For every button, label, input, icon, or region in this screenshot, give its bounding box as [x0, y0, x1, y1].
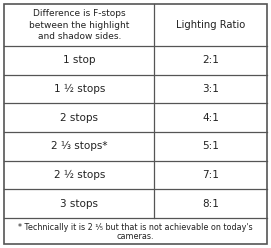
Text: 1 stop: 1 stop	[63, 55, 95, 65]
Text: cameras.: cameras.	[117, 232, 154, 241]
Text: * Technically it is 2 ¹⁄₅ but that is not achievable on today's: * Technically it is 2 ¹⁄₅ but that is no…	[18, 223, 253, 232]
Text: 2 stops: 2 stops	[60, 113, 98, 123]
Text: Difference is F-stops
between the highlight
and shadow sides.: Difference is F-stops between the highli…	[29, 9, 130, 41]
Text: 5:1: 5:1	[202, 141, 219, 151]
Text: 2 ½ stops: 2 ½ stops	[54, 170, 105, 180]
Text: 8:1: 8:1	[202, 199, 219, 209]
Text: 4:1: 4:1	[202, 113, 219, 123]
Text: Lighting Ratio: Lighting Ratio	[176, 20, 245, 30]
Text: 3:1: 3:1	[202, 84, 219, 94]
Text: 2:1: 2:1	[202, 55, 219, 65]
Text: 7:1: 7:1	[202, 170, 219, 180]
Text: 3 stops: 3 stops	[60, 199, 98, 209]
Text: 2 ⅓ stops*: 2 ⅓ stops*	[51, 141, 108, 151]
Text: 1 ½ stops: 1 ½ stops	[54, 84, 105, 94]
